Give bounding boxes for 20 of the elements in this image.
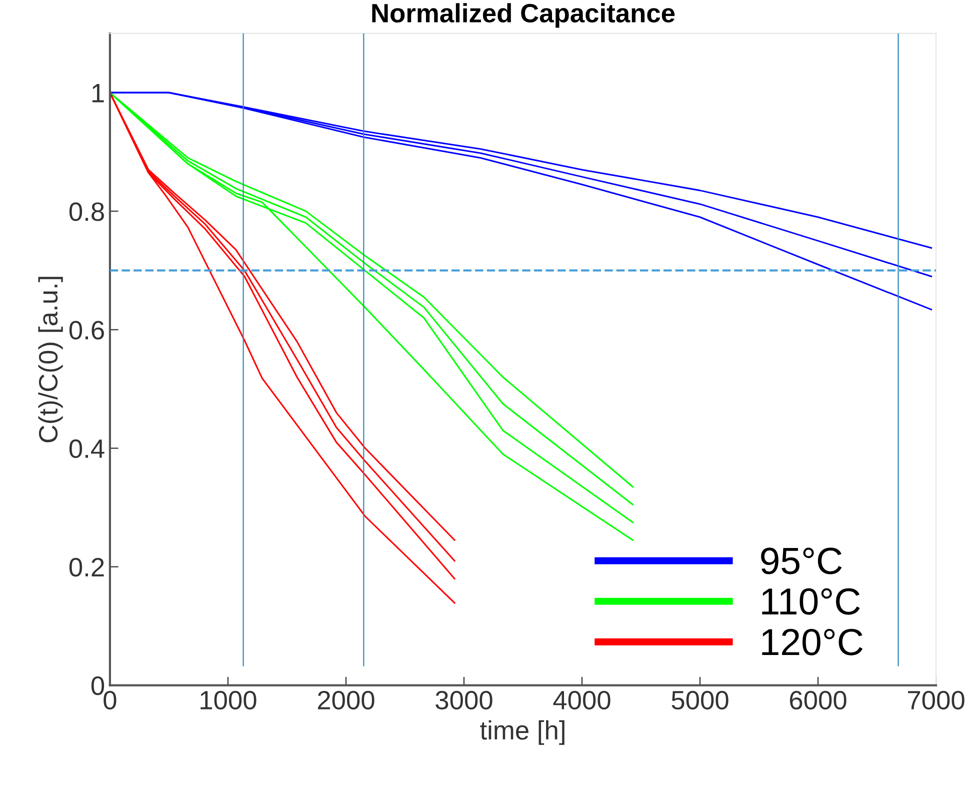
- y-tick-label: 0.2: [69, 558, 104, 577]
- x-tick-label: 2000: [318, 690, 374, 710]
- x-tick-label: 4000: [553, 690, 610, 710]
- x-tick-label: 1000: [200, 690, 256, 710]
- x-tick-label: 5000: [672, 690, 728, 710]
- x-tick-label: 7000: [908, 690, 964, 710]
- y-tick-label: 1: [92, 84, 104, 102]
- y-tick-label: 0.8: [69, 202, 104, 222]
- chart-title: Normalized Capacitance: [372, 3, 675, 28]
- legend-label: 120°C: [762, 628, 863, 656]
- legend-label: 95°C: [761, 548, 842, 574]
- x-axis-title: time [h]: [480, 720, 564, 745]
- x-tick-label: 6000: [790, 690, 846, 710]
- y-tick-label: 0.4: [69, 439, 104, 458]
- y-tick-label: 0: [91, 676, 104, 696]
- y-axis-title: C(t)/C(0) [a.u.]: [38, 276, 63, 442]
- y-tick-label: 0.6: [69, 320, 104, 340]
- x-tick-label: 0: [104, 690, 116, 710]
- legend-label: 110°C: [762, 588, 860, 615]
- x-tick-label: 3000: [436, 690, 492, 710]
